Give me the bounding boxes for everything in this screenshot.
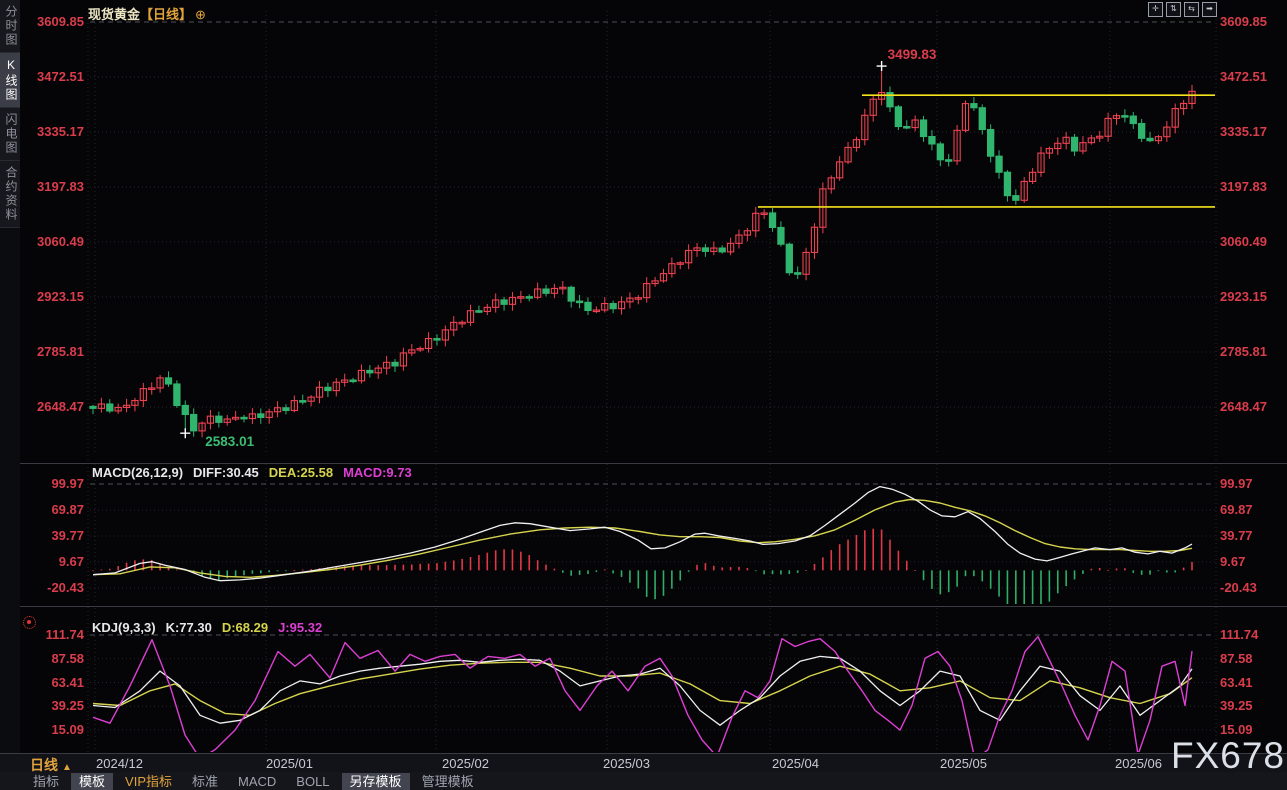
x-axis-date-label: 2025/04 [772, 756, 819, 771]
chart-tool-icons: ✛ ⇅ ⇆ ➡ [1148, 2, 1217, 17]
x-axis-date-label: 2025/01 [266, 756, 313, 771]
kdj-settings-icon[interactable] [23, 616, 36, 629]
price-axis-tick: 3472.51 [1220, 69, 1267, 84]
panel-separator [20, 463, 1287, 464]
toolbar-item-4[interactable]: MACD [238, 773, 277, 789]
sidebar-item-contract-info[interactable]: 合约资料 [0, 161, 20, 228]
chart-title: 现货黄金【日线】 ⊕ [88, 4, 206, 23]
macd-axis-tick: 9.67 [1220, 554, 1246, 569]
x-axis-date-row [0, 753, 1287, 773]
toolbar-item-2[interactable]: VIP指标 [125, 773, 172, 789]
symbol-name: 现货黄金 [88, 7, 141, 22]
toolbar-item-0[interactable]: 指标 [33, 773, 60, 789]
kdj-axis-tick: 63.41 [1220, 674, 1253, 690]
period-selector-button[interactable]: 日线 ▲ [30, 755, 72, 775]
price-axis-tick: 3472.51 [37, 69, 84, 84]
kdj-axis-tick: 15.09 [1220, 722, 1253, 737]
add-indicator-icon[interactable]: ⊕ [195, 7, 206, 22]
kdj-axis-tick: 111.74 [45, 627, 84, 642]
crosshair-tool-icon[interactable]: ✛ [1148, 2, 1163, 17]
price-axis-tick: 2648.47 [1220, 399, 1267, 414]
macd-axis-tick: -20.43 [47, 580, 84, 595]
price-axis-tick: 3335.17 [37, 124, 84, 139]
sidebar-item-kline-chart[interactable]: K线图 [0, 53, 20, 108]
chevron-up-icon: ▲ [62, 762, 72, 773]
macd-dea-value: DEA:25.58 [268, 465, 334, 480]
kdj-axis-tick: 63.41 [51, 674, 84, 690]
price-axis-tick: 3197.83 [37, 179, 84, 194]
kdj-axis-tick: 15.09 [51, 722, 84, 737]
fit-vertical-axis-icon[interactable]: ⇅ [1166, 2, 1181, 17]
price-axis-tick: 3609.85 [37, 14, 84, 29]
price-axis-tick: 3335.17 [1220, 124, 1267, 139]
macd-indicator-header[interactable]: MACD(26,12,9) DIFF:30.45 DEA:25.58 MACD:9.7… [92, 465, 412, 480]
chart-type-sidebar: 分时图 K线图 闪电图 合约资料 [0, 0, 20, 753]
kdj-d-value: D:68.29 [221, 620, 269, 635]
x-axis-date-label: 2025/02 [442, 756, 489, 771]
kdj-j-value: J:95.32 [278, 620, 323, 635]
svg-text:2583.01: 2583.01 [205, 434, 254, 449]
x-axis-date-label: 2024/12 [96, 756, 143, 771]
price-axis-tick: 2785.81 [37, 344, 84, 359]
toolbar-item-5[interactable]: BOLL [296, 773, 330, 789]
macd-axis-tick: 39.77 [51, 528, 84, 543]
kdj-k-value: K:77.30 [165, 620, 212, 635]
price-axis-tick: 3060.49 [1220, 234, 1267, 249]
macd-axis-tick: 69.87 [51, 502, 84, 517]
kdj-axis-tick: 39.25 [1220, 698, 1253, 714]
period-label: 【日线】 [140, 7, 193, 22]
toolbar-item-6[interactable]: 另存模板 [341, 772, 410, 790]
panel-separator [20, 606, 1287, 607]
toolbar-item-3[interactable]: 标准 [192, 773, 219, 789]
macd-axis-tick: -20.43 [1220, 580, 1257, 595]
sidebar-item-flash-chart[interactable]: 闪电图 [0, 108, 20, 161]
kdj-axis-tick: 111.74 [1220, 627, 1259, 642]
macd-macd-value: MACD:9.73 [343, 465, 412, 480]
price-axis-tick: 3197.83 [1220, 179, 1267, 194]
scroll-to-latest-icon[interactable]: ➡ [1202, 2, 1217, 17]
sidebar-item-time-chart[interactable]: 分时图 [0, 0, 20, 53]
price-axis-tick: 2923.15 [1220, 289, 1267, 304]
toolbar-item-1[interactable]: 模板 [71, 772, 114, 790]
price-axis-tick: 2785.81 [1220, 344, 1267, 359]
price-axis-tick: 3609.85 [1220, 14, 1267, 29]
price-axis-tick: 3060.49 [37, 234, 84, 249]
macd-axis-tick: 9.67 [58, 554, 84, 569]
period-selector-label: 日线 [30, 757, 58, 773]
price-axis-tick: 2648.47 [37, 399, 84, 414]
toolbar-item-7[interactable]: 管理模板 [421, 773, 474, 789]
kdj-label: KDJ(9,3,3) [92, 620, 156, 635]
svg-text:3499.83: 3499.83 [888, 47, 937, 62]
macd-diff-value: DIFF:30.45 [193, 465, 259, 480]
kdj-axis-tick: 87.58 [1220, 650, 1253, 666]
macd-axis-tick: 39.77 [1220, 528, 1253, 543]
price-axis-tick: 2923.15 [37, 289, 84, 304]
chart-canvas[interactable]: 3499.83 2583.01 [0, 0, 1287, 753]
kdj-axis-tick: 39.25 [51, 698, 84, 714]
x-axis-date-label: 2025/05 [940, 756, 987, 771]
macd-label: MACD(26,12,9) [92, 465, 184, 480]
macd-axis-tick: 99.97 [1220, 476, 1253, 491]
x-axis-date-label: 2025/03 [603, 756, 650, 771]
bottom-toolbar: 指标 模板 VIP指标 标准 MACD BOLL 另存模板 管理模板 [0, 772, 1287, 790]
fx678-watermark: FX678 [1170, 735, 1285, 776]
macd-axis-tick: 69.87 [1220, 502, 1253, 517]
fit-horizontal-axis-icon[interactable]: ⇆ [1184, 2, 1199, 17]
x-axis-date-label: 2025/06 [1115, 756, 1162, 771]
kdj-indicator-header[interactable]: KDJ(9,3,3) K:77.30 D:68.29 J:95.32 [92, 620, 322, 635]
macd-axis-tick: 99.97 [51, 476, 84, 491]
kdj-axis-tick: 87.58 [51, 650, 84, 666]
